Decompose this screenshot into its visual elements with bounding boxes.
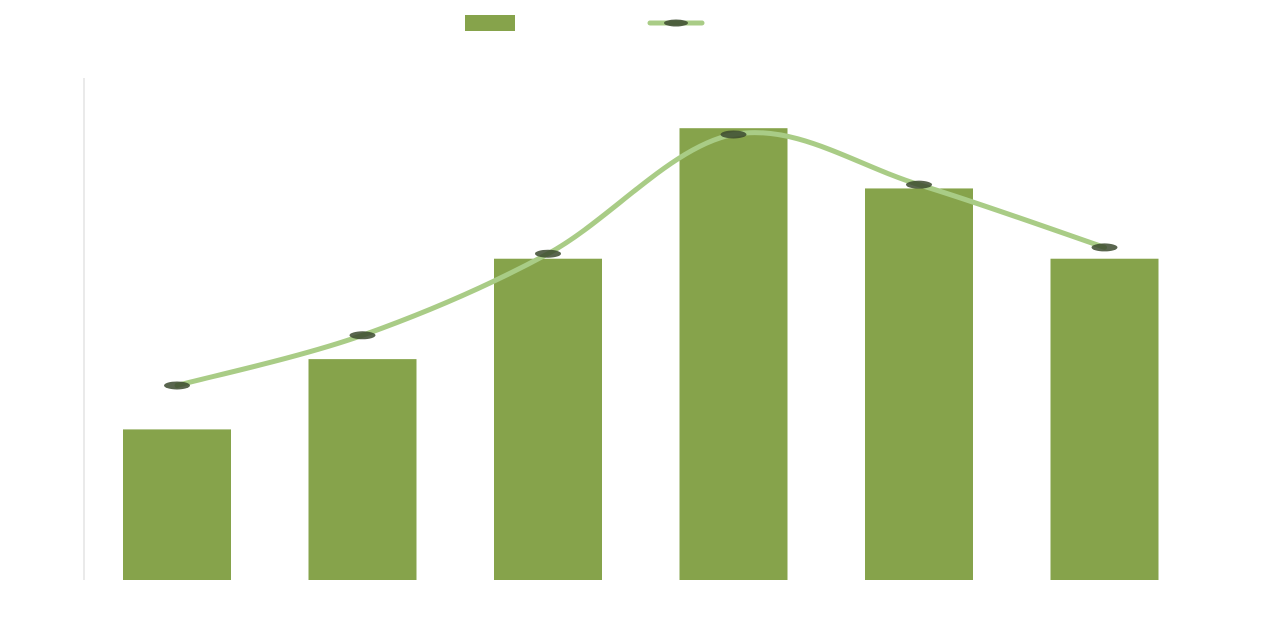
bar-4 xyxy=(679,128,788,580)
line-series xyxy=(174,130,1107,388)
line-point-6 xyxy=(1091,243,1118,252)
bar-3 xyxy=(494,258,602,580)
line-point-5 xyxy=(906,180,932,189)
bar-2 xyxy=(308,359,417,580)
line-point-1 xyxy=(164,381,190,390)
bar-6 xyxy=(1050,258,1159,580)
legend-bar-swatch xyxy=(465,15,515,31)
bar-1 xyxy=(123,429,231,580)
line-point-3 xyxy=(535,249,561,258)
bar-5 xyxy=(865,188,973,580)
line-point-2 xyxy=(349,331,376,340)
legend-line-marker xyxy=(664,19,688,27)
line-point-4 xyxy=(720,130,747,139)
